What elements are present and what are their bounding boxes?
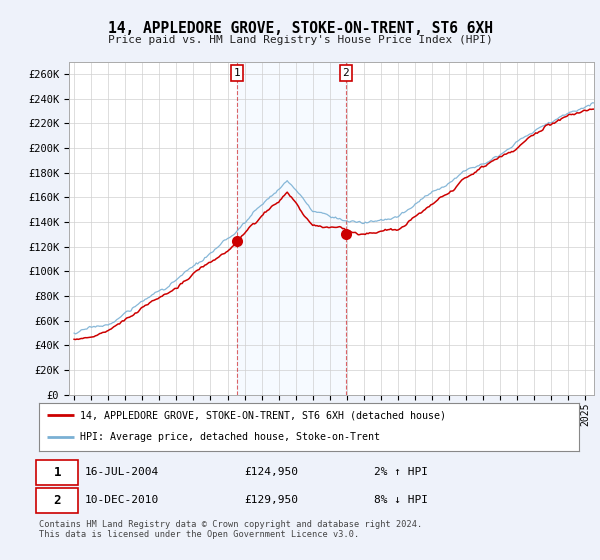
- Text: 14, APPLEDORE GROVE, STOKE-ON-TRENT, ST6 6XH: 14, APPLEDORE GROVE, STOKE-ON-TRENT, ST6…: [107, 21, 493, 36]
- Text: 10-DEC-2010: 10-DEC-2010: [85, 495, 159, 505]
- Text: £124,950: £124,950: [244, 467, 298, 477]
- Text: 2% ↑ HPI: 2% ↑ HPI: [374, 467, 428, 477]
- Text: Price paid vs. HM Land Registry's House Price Index (HPI): Price paid vs. HM Land Registry's House …: [107, 35, 493, 45]
- Bar: [237, 62, 346, 395]
- Text: 1: 1: [53, 465, 61, 479]
- Text: 2: 2: [343, 68, 349, 78]
- FancyBboxPatch shape: [36, 460, 79, 485]
- Text: 14, APPLEDORE GROVE, STOKE-ON-TRENT, ST6 6XH (detached house): 14, APPLEDORE GROVE, STOKE-ON-TRENT, ST6…: [79, 410, 445, 420]
- FancyBboxPatch shape: [36, 488, 79, 513]
- Text: 2: 2: [53, 493, 61, 507]
- Text: £129,950: £129,950: [244, 495, 298, 505]
- Text: 8% ↓ HPI: 8% ↓ HPI: [374, 495, 428, 505]
- Text: 1: 1: [233, 68, 240, 78]
- Text: Contains HM Land Registry data © Crown copyright and database right 2024.
This d: Contains HM Land Registry data © Crown c…: [39, 520, 422, 539]
- Text: 16-JUL-2004: 16-JUL-2004: [85, 467, 159, 477]
- Text: HPI: Average price, detached house, Stoke-on-Trent: HPI: Average price, detached house, Stok…: [79, 432, 380, 442]
